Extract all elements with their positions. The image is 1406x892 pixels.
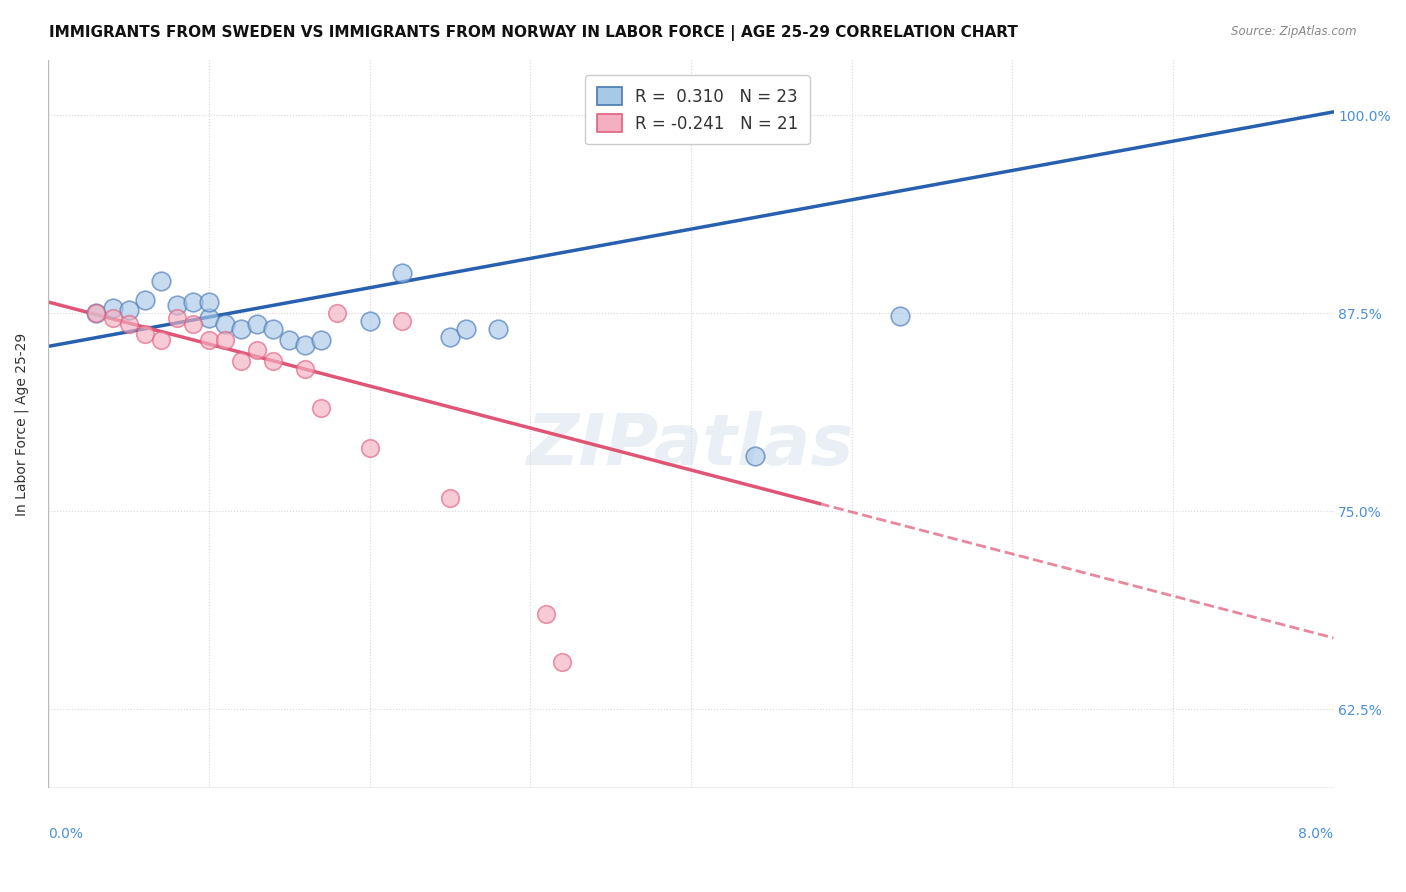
Text: IMMIGRANTS FROM SWEDEN VS IMMIGRANTS FROM NORWAY IN LABOR FORCE | AGE 25-29 CORR: IMMIGRANTS FROM SWEDEN VS IMMIGRANTS FRO… — [49, 25, 1018, 41]
Legend: R =  0.310   N = 23, R = -0.241   N = 21: R = 0.310 N = 23, R = -0.241 N = 21 — [585, 75, 810, 145]
Point — [134, 326, 156, 341]
Point — [101, 301, 124, 316]
Point — [117, 302, 139, 317]
Point — [391, 267, 413, 281]
Point — [551, 655, 574, 669]
Point — [181, 317, 204, 331]
Point — [439, 330, 461, 344]
Text: ZIPatlas: ZIPatlas — [527, 411, 855, 481]
Point — [278, 333, 301, 347]
Point — [311, 401, 333, 416]
Point — [744, 449, 766, 463]
Point — [326, 306, 349, 320]
Point — [454, 322, 477, 336]
Point — [294, 338, 316, 352]
Point — [536, 607, 558, 622]
Point — [294, 361, 316, 376]
Point — [246, 317, 269, 331]
Point — [391, 314, 413, 328]
Point — [134, 293, 156, 308]
Point — [439, 491, 461, 506]
Point — [229, 353, 252, 368]
Point — [149, 274, 172, 288]
Point — [117, 317, 139, 331]
Point — [214, 317, 236, 331]
Point — [262, 322, 284, 336]
Point — [149, 333, 172, 347]
Point — [198, 310, 221, 325]
Text: Source: ZipAtlas.com: Source: ZipAtlas.com — [1232, 25, 1357, 38]
Point — [359, 441, 381, 455]
Point — [262, 353, 284, 368]
Y-axis label: In Labor Force | Age 25-29: In Labor Force | Age 25-29 — [15, 333, 30, 516]
Point — [486, 322, 509, 336]
Point — [648, 829, 671, 843]
Point — [181, 295, 204, 310]
Point — [214, 333, 236, 347]
Point — [86, 306, 108, 320]
Point — [229, 322, 252, 336]
Point — [166, 310, 188, 325]
Point — [359, 314, 381, 328]
Point — [166, 298, 188, 312]
Point — [889, 310, 911, 324]
Point — [198, 333, 221, 347]
Point — [86, 306, 108, 320]
Point — [198, 295, 221, 310]
Text: 0.0%: 0.0% — [48, 827, 83, 841]
Point — [101, 310, 124, 325]
Text: 8.0%: 8.0% — [1298, 827, 1333, 841]
Point — [311, 333, 333, 347]
Point — [246, 343, 269, 357]
